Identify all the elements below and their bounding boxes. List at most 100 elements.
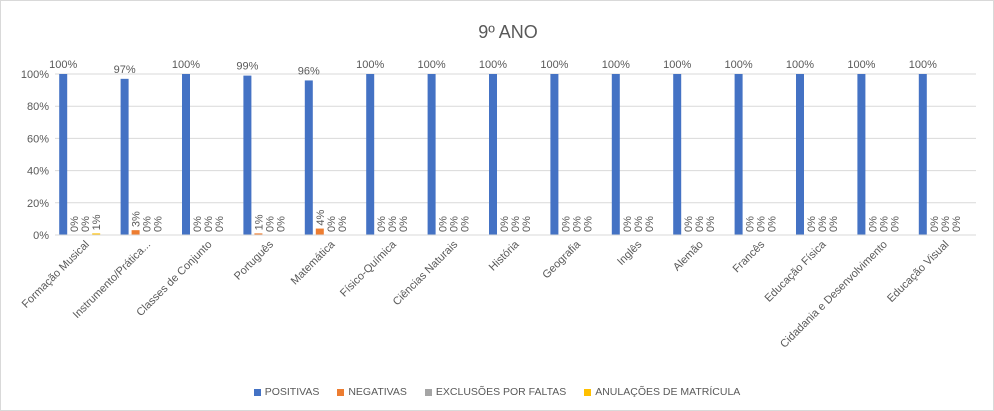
data-label: 0% bbox=[275, 216, 287, 232]
data-label: 0% bbox=[889, 216, 901, 232]
data-label: 0% bbox=[499, 216, 511, 232]
data-label: 0% bbox=[214, 216, 226, 232]
bar bbox=[489, 74, 497, 235]
chart-title: 9º ANO bbox=[478, 22, 538, 42]
bar bbox=[366, 74, 375, 235]
y-tick-label: 60% bbox=[27, 133, 49, 145]
data-label: 0% bbox=[142, 216, 154, 232]
y-tick-label: 80% bbox=[27, 101, 49, 113]
data-label: 97% bbox=[114, 64, 136, 76]
data-label: 0% bbox=[398, 216, 410, 232]
legend-label: EXCLUSÕES POR FALTAS bbox=[435, 386, 567, 398]
data-label: 0% bbox=[644, 216, 656, 232]
data-label: 100% bbox=[418, 59, 446, 71]
legend-item: ANULAÇÕES DE MATRÍCULA bbox=[584, 386, 740, 398]
data-label: 0% bbox=[510, 216, 522, 232]
data-label: 0% bbox=[560, 216, 572, 232]
data-label: 0% bbox=[376, 216, 388, 232]
data-label: 100% bbox=[909, 59, 937, 71]
bar bbox=[92, 233, 101, 235]
data-label: 0% bbox=[806, 216, 818, 232]
bar bbox=[182, 74, 190, 235]
data-label: 0% bbox=[867, 216, 879, 232]
data-label: 100% bbox=[725, 59, 753, 71]
data-label: 0% bbox=[571, 216, 583, 232]
data-label: 0% bbox=[622, 216, 634, 232]
data-label: 100% bbox=[540, 59, 568, 71]
data-label: 0% bbox=[153, 216, 165, 232]
bar bbox=[59, 74, 68, 235]
data-label: 0% bbox=[705, 216, 717, 232]
data-label: 0% bbox=[940, 216, 952, 232]
legend-swatch bbox=[337, 388, 345, 396]
data-label: 3% bbox=[131, 211, 143, 227]
bar bbox=[304, 80, 313, 235]
data-label: 0% bbox=[438, 216, 450, 232]
bar bbox=[857, 74, 866, 235]
bar bbox=[734, 74, 743, 235]
bar bbox=[673, 74, 682, 235]
data-label: 0% bbox=[828, 216, 840, 232]
data-label: 0% bbox=[929, 216, 941, 232]
data-label: 0% bbox=[582, 216, 594, 232]
y-tick-label: 40% bbox=[27, 166, 49, 178]
data-label: 100% bbox=[786, 59, 814, 71]
bar bbox=[550, 74, 559, 235]
legend-item: NEGATIVAS bbox=[337, 386, 407, 398]
legend: POSITIVAS NEGATIVAS EXCLUSÕES POR FALTAS AN… bbox=[0, 386, 994, 398]
data-label: 99% bbox=[236, 61, 258, 73]
data-label: 1% bbox=[91, 214, 103, 230]
data-label: 0% bbox=[767, 216, 779, 232]
bar bbox=[611, 74, 620, 235]
data-label: 100% bbox=[663, 59, 691, 71]
data-label: 1% bbox=[253, 214, 265, 230]
data-label: 0% bbox=[951, 216, 963, 232]
data-label: 100% bbox=[602, 59, 630, 71]
data-label: 0% bbox=[817, 216, 829, 232]
y-tick-label: 100% bbox=[21, 69, 49, 81]
bar bbox=[315, 228, 324, 235]
data-label: 100% bbox=[479, 59, 507, 71]
bar bbox=[918, 74, 927, 235]
data-label: 0% bbox=[745, 216, 757, 232]
data-label: 0% bbox=[69, 216, 81, 232]
legend-swatch bbox=[253, 388, 261, 396]
data-label: 0% bbox=[449, 216, 461, 232]
y-tick-label: 20% bbox=[27, 198, 49, 210]
legend-label: NEGATIVAS bbox=[348, 386, 407, 398]
data-label: 0% bbox=[264, 216, 276, 232]
data-label: 0% bbox=[80, 216, 92, 232]
legend-label: ANULAÇÕES DE MATRÍCULA bbox=[595, 386, 741, 398]
data-label: 0% bbox=[878, 216, 890, 232]
bar bbox=[254, 233, 263, 235]
data-label: 0% bbox=[192, 216, 204, 232]
data-label: 100% bbox=[356, 59, 384, 71]
data-label: 4% bbox=[315, 209, 327, 225]
bar bbox=[120, 78, 129, 235]
data-label: 96% bbox=[298, 65, 320, 77]
data-label: 0% bbox=[521, 216, 533, 232]
data-label: 0% bbox=[337, 216, 349, 232]
data-label: 0% bbox=[683, 216, 695, 232]
legend-swatch bbox=[584, 388, 592, 396]
data-label: 0% bbox=[387, 216, 399, 232]
data-label: 0% bbox=[756, 216, 768, 232]
legend-item: EXCLUSÕES POR FALTAS bbox=[424, 386, 567, 398]
data-label: 0% bbox=[203, 216, 215, 232]
legend-label: POSITIVAS bbox=[264, 386, 320, 398]
data-label: 0% bbox=[694, 216, 706, 232]
bar bbox=[131, 230, 140, 235]
bar bbox=[427, 74, 436, 235]
data-label: 0% bbox=[460, 216, 472, 232]
legend-swatch bbox=[424, 388, 432, 396]
data-label: 100% bbox=[172, 59, 200, 71]
data-label: 0% bbox=[633, 216, 645, 232]
legend-item: POSITIVAS bbox=[253, 386, 320, 398]
bar bbox=[796, 74, 804, 235]
bar bbox=[243, 75, 252, 235]
data-label: 0% bbox=[326, 216, 338, 232]
y-tick-label: 0% bbox=[33, 230, 49, 242]
data-label: 100% bbox=[847, 59, 875, 71]
